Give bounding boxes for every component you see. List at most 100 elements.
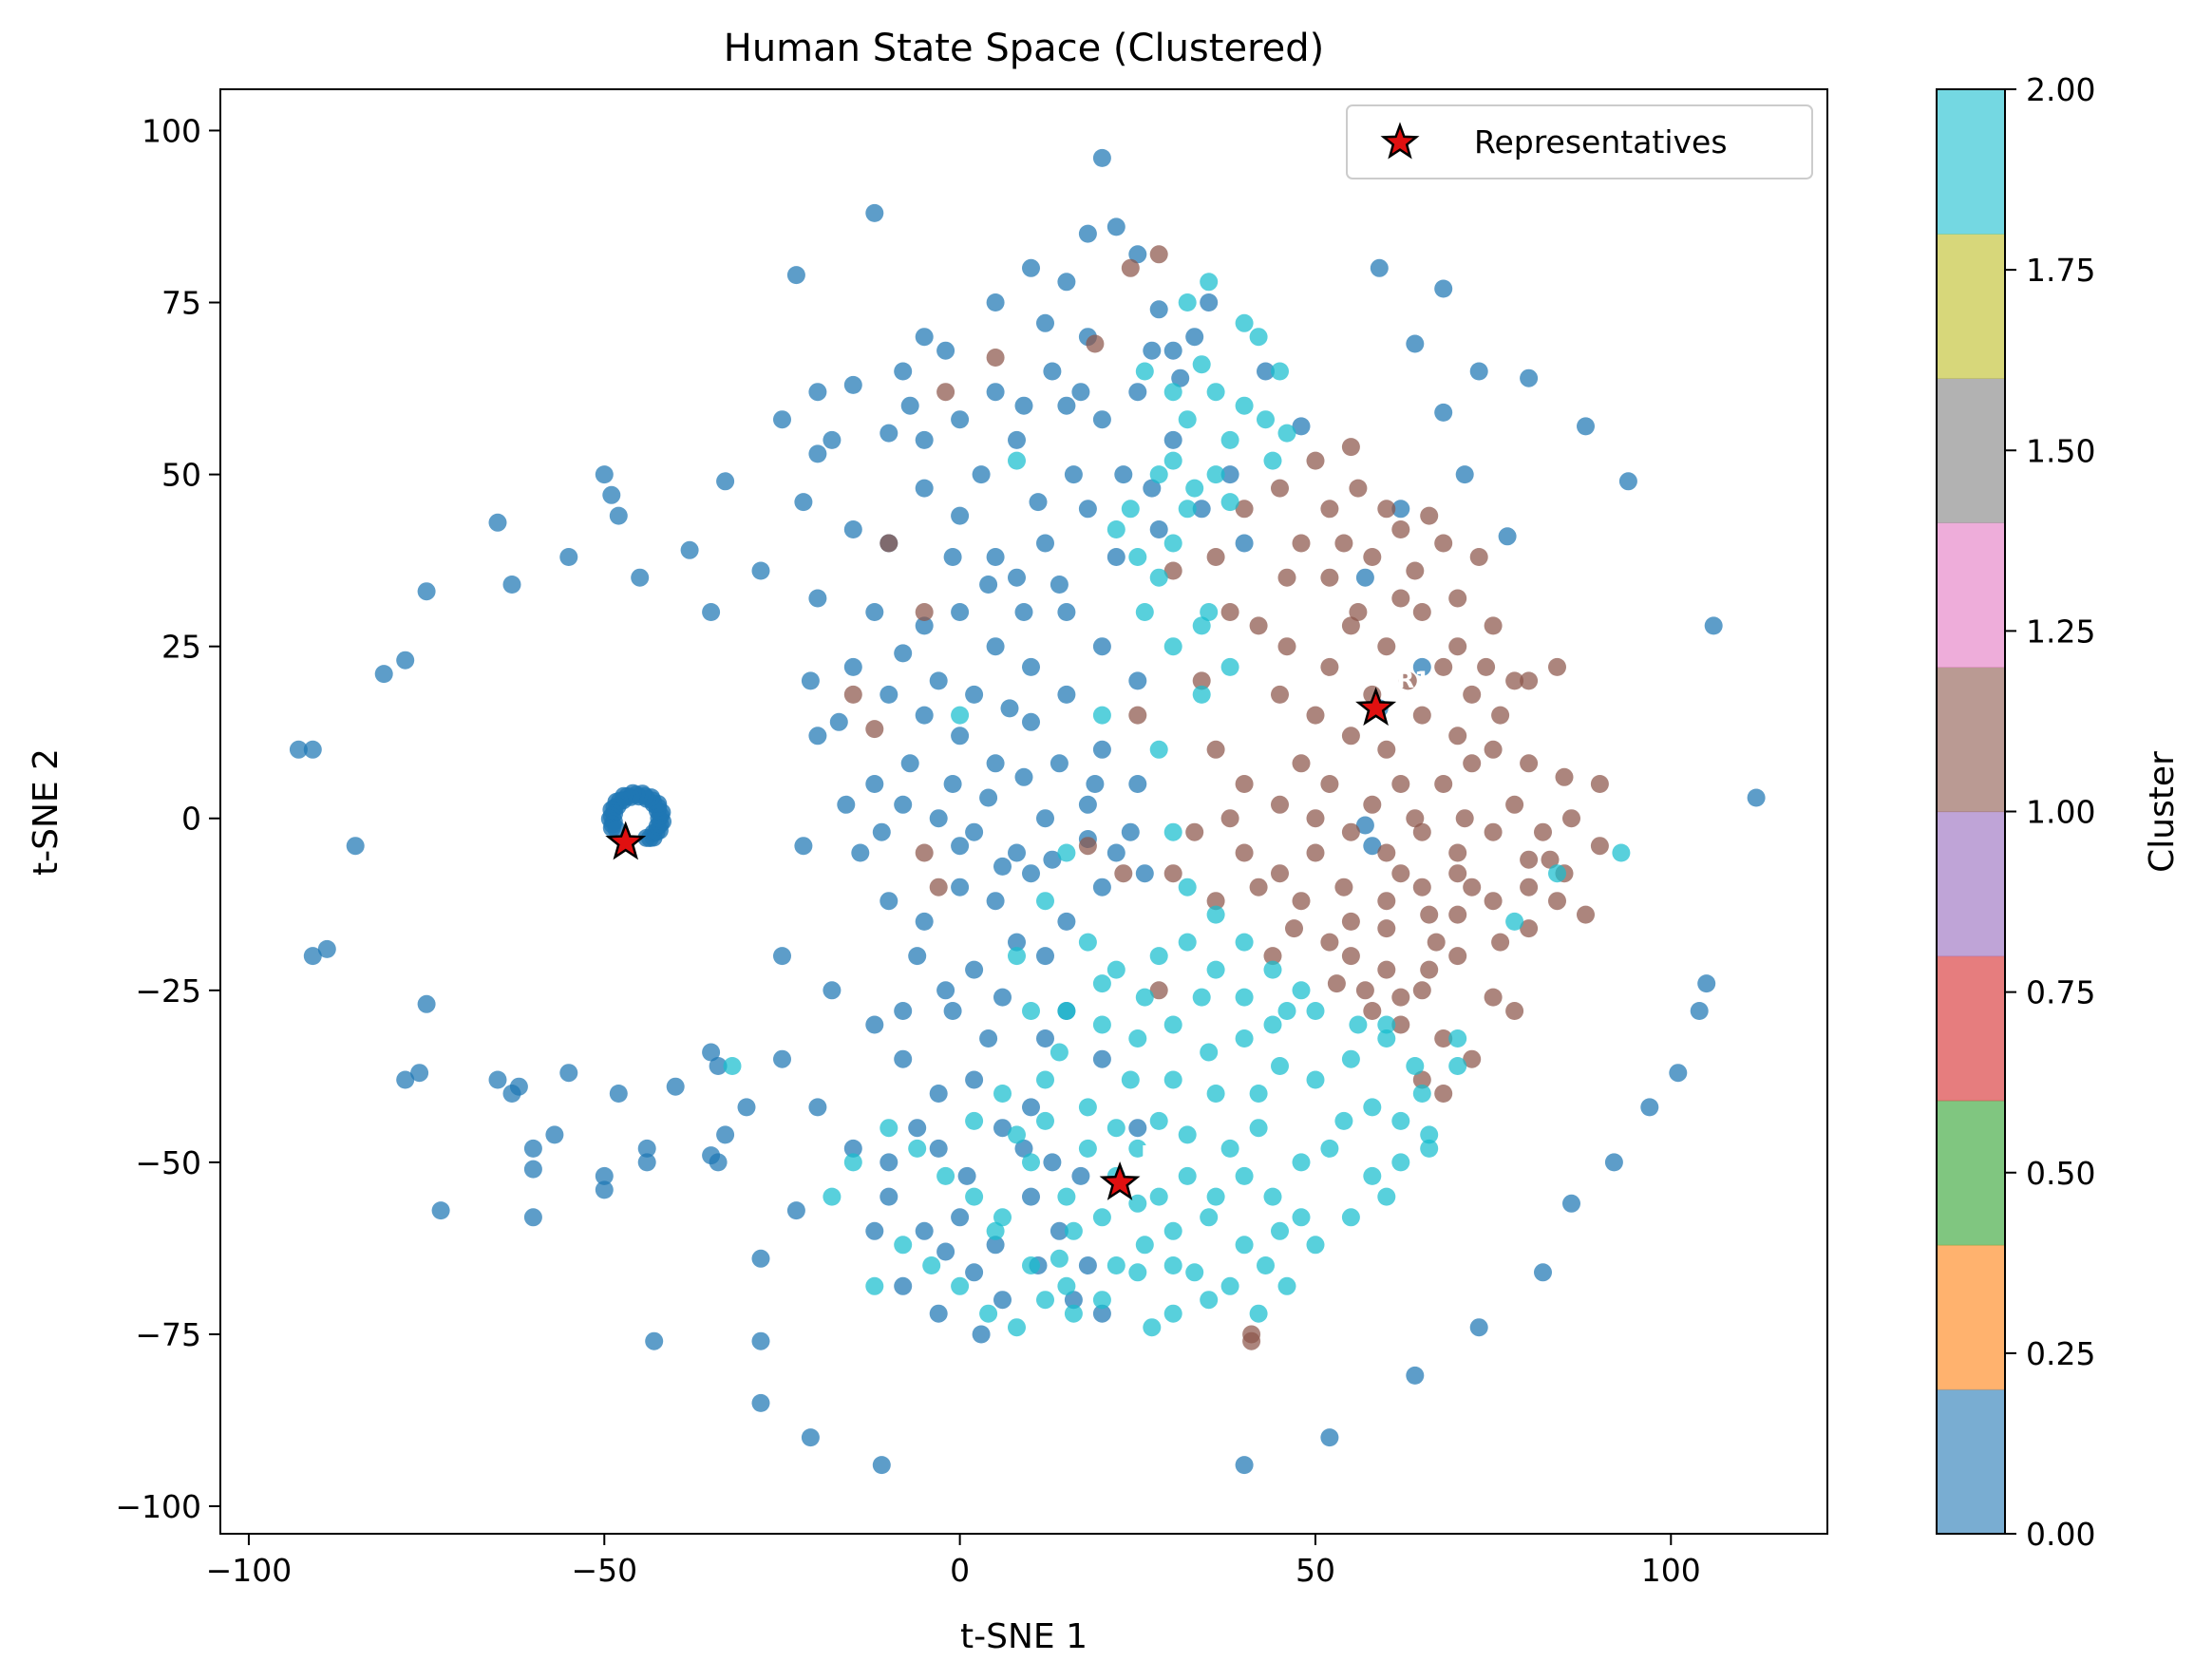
cluster-0-point (1078, 1256, 1097, 1274)
cluster-2-point (1206, 1187, 1225, 1206)
cluster-0-point (289, 740, 308, 759)
cluster-1-point (1484, 740, 1503, 759)
cluster-0-point (1064, 1291, 1083, 1310)
cluster-0-point (609, 1085, 628, 1103)
cluster-0-point (1697, 974, 1716, 993)
cluster-2-point (1206, 383, 1225, 402)
colorbar-segment (1937, 667, 2005, 813)
cluster-2-point (1149, 1187, 1168, 1206)
cluster-1-point (1334, 534, 1353, 553)
cluster-1-point (1320, 657, 1339, 676)
colorbar-segment (1937, 522, 2005, 668)
cluster-1-point (1590, 775, 1609, 793)
cluster-1-point (1412, 706, 1431, 725)
cluster-0-point (879, 685, 898, 704)
cluster-0-point (523, 1208, 542, 1227)
cluster-0-point (808, 589, 827, 608)
cluster-0-point (915, 616, 934, 635)
cluster-2-point (1163, 451, 1182, 470)
cluster-0-point (900, 754, 919, 773)
representative-0-star (605, 821, 647, 860)
cluster-1-point (1520, 850, 1539, 869)
cluster-0-point (1200, 293, 1219, 311)
cluster-0-point (1092, 878, 1111, 897)
cluster-1-point (1520, 878, 1539, 897)
cluster-0-point (829, 712, 848, 731)
cluster-1-point (865, 720, 884, 739)
cluster-0-point (716, 472, 735, 491)
cluster-1-point (1412, 822, 1431, 841)
cluster-1-point (1434, 775, 1453, 793)
cluster-2-point (1548, 864, 1566, 883)
cluster-2-point (1406, 1057, 1425, 1075)
cluster-0-point (1149, 520, 1168, 538)
cluster-0-point (1008, 568, 1026, 587)
cluster-0-point (1071, 1166, 1090, 1185)
colorbar (1937, 89, 2005, 1535)
cluster-1-point (1562, 809, 1580, 828)
cluster-0-point (1562, 1194, 1580, 1213)
cluster-0-point (645, 1331, 664, 1350)
x-axis-label: t-SNE 1 (960, 1617, 1088, 1656)
cluster-0-point (794, 493, 813, 512)
cluster-1-point (1469, 548, 1488, 566)
cluster-1-point (1520, 671, 1539, 690)
cluster-0-point (1434, 403, 1453, 422)
cluster-0-point (993, 1291, 1012, 1310)
cluster-2-point (1178, 1166, 1197, 1185)
cluster-0-point (843, 375, 862, 394)
cluster-0-point (509, 1077, 528, 1096)
legend: Representatives (1346, 104, 1813, 179)
cluster-1-point (1377, 843, 1396, 862)
cluster-0-point (894, 1049, 913, 1068)
cluster-0-point (1057, 396, 1076, 415)
cluster-1-point (1448, 637, 1467, 656)
cluster-2-point (1022, 1153, 1040, 1172)
cluster-0-point (1577, 417, 1595, 436)
representative-1-star (1355, 687, 1397, 727)
cluster-0-point (410, 1064, 429, 1083)
cluster-1-point (1377, 740, 1396, 759)
cluster-0-point (915, 1221, 934, 1240)
cluster-2-point (1341, 1208, 1360, 1227)
cluster-2-point (1292, 1153, 1311, 1172)
cluster-1-point (1114, 864, 1133, 883)
cluster-0-point (865, 775, 884, 793)
cluster-0-point (951, 410, 970, 429)
cluster-0-point (1320, 1428, 1339, 1447)
cluster-2-point (1143, 1318, 1162, 1337)
cluster-2-point (1092, 706, 1111, 725)
cluster-0-point (1036, 947, 1054, 966)
cluster-2-point (1505, 912, 1524, 931)
cluster-2-point (1235, 313, 1254, 332)
cluster-1-point (1271, 685, 1289, 704)
cluster-2-point (1128, 1263, 1147, 1282)
cluster-2-point (723, 1057, 742, 1075)
cluster-0-point (1022, 657, 1040, 676)
cluster-0-point (951, 878, 970, 897)
cluster-1-point (1271, 479, 1289, 498)
cluster-1-point (1391, 864, 1410, 883)
cluster-0-point (431, 1201, 450, 1220)
cluster-1-point (1163, 864, 1182, 883)
cluster-0-point (965, 685, 984, 704)
cluster-2-point (1220, 1139, 1239, 1158)
cluster-2-point (979, 1304, 998, 1323)
cluster-0-point (972, 1325, 991, 1344)
cluster-0-point (943, 548, 962, 566)
cluster-0-point (1704, 616, 1723, 635)
cluster-1-point (1505, 1002, 1524, 1020)
cluster-2-point (1200, 1208, 1219, 1227)
cluster-1-point (1306, 843, 1325, 862)
cluster-2-point (1206, 465, 1225, 484)
cluster-0-point (915, 912, 934, 931)
cluster-2-point (1420, 1125, 1439, 1144)
cluster-2-point (1092, 1291, 1111, 1310)
cluster-0-point (502, 576, 521, 594)
cluster-0-point (1363, 837, 1382, 856)
cluster-2-point (1050, 1043, 1069, 1062)
cluster-2-point (1200, 603, 1219, 621)
cluster-0-point (936, 1242, 955, 1261)
cluster-0-point (1036, 1029, 1054, 1048)
